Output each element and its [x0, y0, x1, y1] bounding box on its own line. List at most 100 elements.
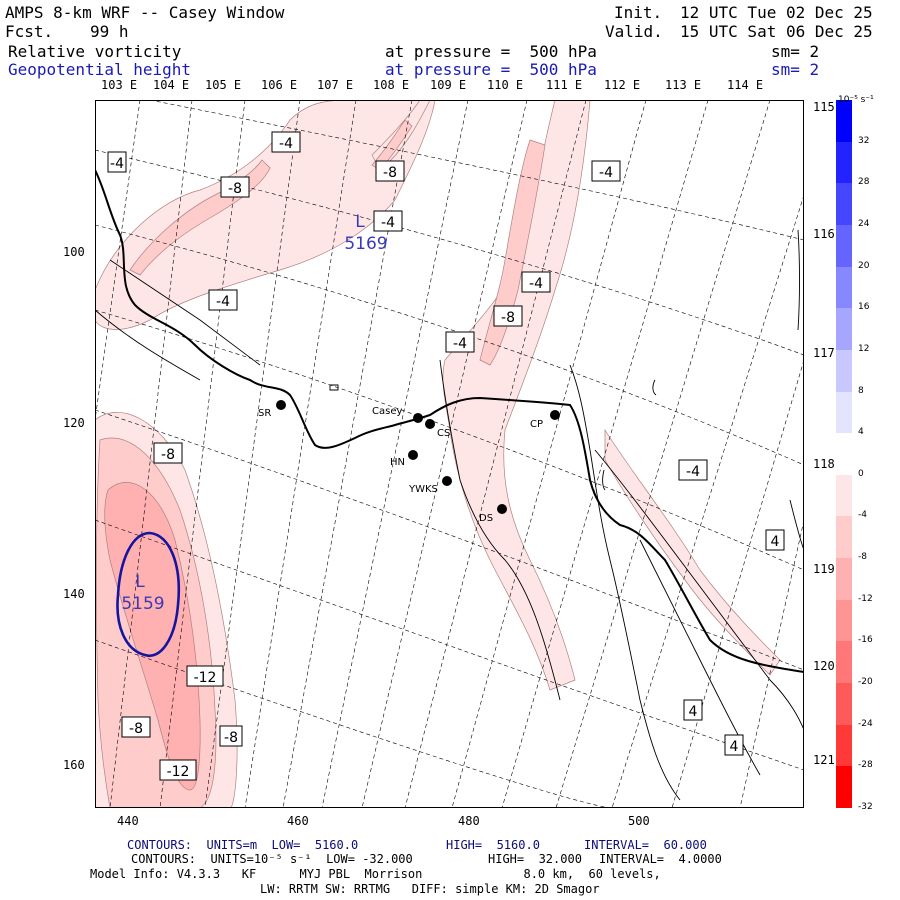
colorbar-tick-label: 4	[858, 427, 864, 438]
contour-label: 4	[765, 529, 785, 551]
svg-text:-4: -4	[599, 165, 613, 181]
model-info: Model Info: V4.3.3 KF MYJ PBL Morrison 8…	[90, 867, 661, 881]
contour-label: 4	[683, 699, 703, 721]
colorbar-swatch	[836, 141, 852, 184]
colorbar-swatch	[836, 683, 852, 726]
colorbar-tick-label: 8	[858, 385, 864, 396]
colorbar-swatch	[836, 558, 852, 601]
svg-text:Casey: Casey	[372, 406, 402, 417]
low-letter: L	[135, 572, 145, 592]
lon-label: 108 E	[373, 78, 410, 92]
field-1-smoothing: sm= 2	[771, 42, 820, 61]
svg-text:HN: HN	[390, 457, 405, 468]
colorbar-swatch	[836, 391, 852, 434]
colorbar-tick-label: -32	[858, 802, 873, 812]
svg-text:SR: SR	[258, 408, 271, 419]
colorbar-tick-label: -8	[858, 552, 867, 563]
lon-label: 105 E	[205, 78, 242, 92]
lon-label: 114 E	[727, 78, 764, 92]
forecast-hours: 99 h	[90, 22, 129, 41]
field-2-level: at pressure = 500 hPa	[385, 60, 597, 79]
svg-text:-4: -4	[110, 156, 124, 172]
colorbar-tick-label: -12	[858, 593, 873, 604]
svg-text:-4: -4	[453, 336, 467, 352]
low-letter: L	[355, 212, 365, 232]
contour-label: -8	[219, 725, 243, 747]
colorbar-swatch	[836, 349, 852, 393]
station-cp: CP	[530, 410, 560, 430]
low-value: 5159	[121, 594, 164, 614]
contour-label: -8	[493, 305, 523, 327]
lon-label: 103 E	[101, 78, 138, 92]
svg-text:-4: -4	[529, 276, 543, 292]
contour-label: -4	[271, 131, 301, 153]
vorticity-map: -4 -4 -8 -8 -4 -4 -4 -8 -4 -4 -8 -4 -8 -…	[95, 100, 804, 808]
grid-y-label: 160	[63, 758, 85, 772]
station-ds: DS	[479, 504, 507, 524]
svg-text:-8: -8	[228, 181, 242, 197]
grid-y-label: 120	[63, 416, 85, 430]
colorbar-tick-label: 16	[858, 302, 870, 313]
field-1-level: at pressure = 500 hPa	[385, 42, 597, 61]
valid-label: Valid.	[605, 22, 663, 41]
svg-text:-4: -4	[216, 294, 230, 310]
colorbar-swatch	[836, 516, 852, 559]
vorticity-contour-interval: INTERVAL= 4.0000	[599, 852, 722, 866]
grid-y-label: 100	[63, 245, 85, 259]
svg-text:-12: -12	[167, 764, 190, 780]
height-contour-interval: INTERVAL= 60.000	[584, 838, 707, 852]
colorbar-swatch	[836, 724, 852, 767]
field-2-smoothing: sm= 2	[771, 60, 820, 79]
vorticity-contour-high: HIGH= 32.000	[488, 852, 582, 866]
colorbar-tick-label: -4	[858, 510, 867, 521]
lon-label: 106 E	[261, 78, 298, 92]
lat-lon-grid	[95, 100, 804, 808]
colorbar-unit: 10⁻⁵ s⁻¹	[838, 95, 874, 105]
contour-label: 4	[724, 734, 744, 756]
colorbar-swatch	[836, 266, 852, 309]
field-1-name: Relative vorticity	[8, 42, 182, 61]
field-2-name: Geopotential height	[8, 60, 192, 79]
init-label: Init.	[614, 3, 663, 22]
colorbar-swatch	[836, 308, 852, 351]
svg-text:-4: -4	[686, 464, 700, 480]
contour-label: -12	[159, 759, 197, 781]
contour-label: -8	[220, 176, 250, 198]
svg-text:-4: -4	[381, 215, 395, 231]
svg-text:4: 4	[771, 534, 780, 550]
svg-text:4: 4	[730, 739, 739, 755]
map-frame	[95, 100, 804, 808]
lon-label: 111 E	[546, 78, 583, 92]
colorbar-swatch	[836, 766, 852, 809]
grid-x-label: 440	[117, 814, 139, 828]
station-ywks: YWKS	[408, 476, 452, 495]
lon-label: 107 E	[317, 78, 354, 92]
station-cs: CS	[425, 419, 450, 439]
grid-x-label: 460	[287, 814, 309, 828]
colorbar-tick-label: -16	[858, 635, 873, 646]
contour-label: -4	[445, 331, 475, 353]
colorbar-tick-label: -24	[858, 718, 873, 729]
colorbar-tick-label: -20	[858, 677, 873, 688]
vorticity-contour-info: CONTOURS: UNITS=10⁻⁵ s⁻¹ LOW= -32.000	[131, 852, 413, 866]
coastline	[95, 169, 804, 673]
lon-label: 110 E	[487, 78, 524, 92]
height-contour-low	[116, 531, 181, 658]
height-contour-info: CONTOURS: UNITS=m LOW= 5160.0	[127, 838, 359, 852]
colorbar-tick-label: 20	[858, 260, 870, 271]
colorbar-swatch	[836, 474, 852, 517]
svg-text:4: 4	[689, 704, 698, 720]
colorbar-swatch	[836, 641, 852, 684]
model-physics: LW: RRTM SW: RRTMG DIFF: simple KM: 2D S…	[260, 882, 600, 896]
low-value: 5169	[344, 234, 387, 254]
contour-label: -4	[591, 160, 621, 182]
colorbar-tick-label: 28	[858, 177, 870, 188]
colorbar-tick-label: 0	[858, 468, 864, 479]
colorbar-swatch	[836, 100, 852, 143]
valid-time: 15 UTC Sat 06 Dec 25	[680, 22, 873, 41]
colorbar-swatch	[836, 224, 852, 268]
contour-label: -12	[186, 665, 224, 687]
svg-text:-8: -8	[129, 721, 143, 737]
lon-label: 113 E	[665, 78, 702, 92]
station-casey: Casey	[372, 406, 423, 423]
